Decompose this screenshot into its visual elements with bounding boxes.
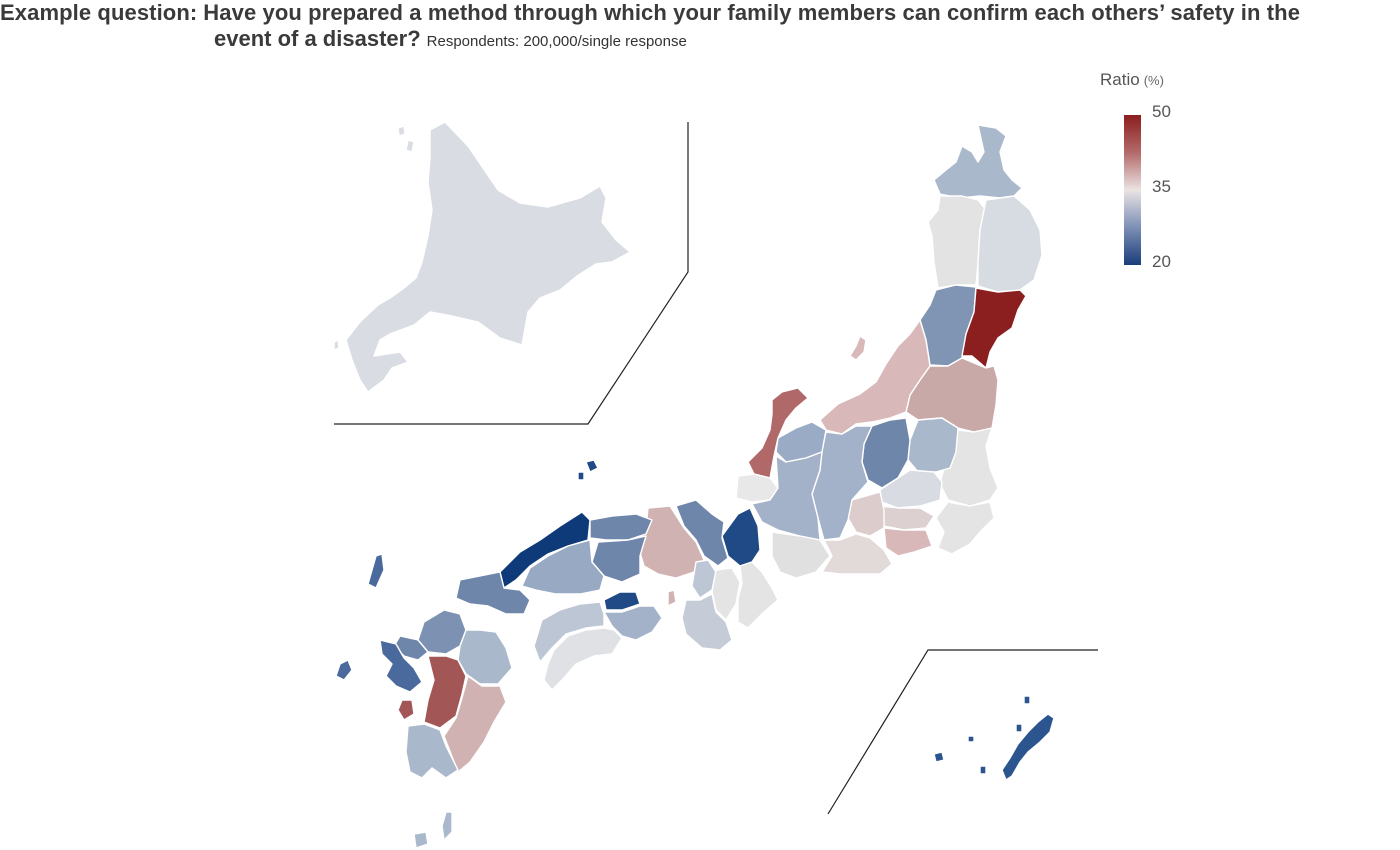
legend-tick-mid: 35 (1152, 177, 1171, 196)
region-kanagawa (883, 527, 933, 557)
region-ishikawa (747, 387, 809, 479)
region-yamanashi (847, 491, 885, 537)
okinawa-inset-border (827, 649, 1098, 815)
title-question-part2: event of a disaster? (214, 26, 421, 51)
region-hokkaido-islet-rishiri (397, 125, 406, 137)
title-line-1: Example question: Have you prepared a met… (0, 0, 1300, 26)
region-okinawa-islet-4 (967, 735, 975, 743)
region-okinawa-islet-3 (933, 751, 945, 763)
region-wakayama (681, 593, 733, 651)
region-ehime (533, 601, 605, 663)
region-okinawa-islet-5 (979, 765, 987, 775)
region-akita (927, 195, 987, 289)
region-miyazaki (443, 675, 507, 773)
region-awaji-island (667, 589, 677, 607)
region-iwate (977, 195, 1043, 293)
region-hokkaido (345, 121, 631, 393)
legend-tick-min: 20 (1152, 252, 1171, 271)
region-yakushima (413, 831, 429, 849)
region-miyagi (961, 287, 1027, 369)
region-goto-islands (335, 659, 353, 681)
region-kagawa (603, 591, 641, 611)
region-hokkaido-islet-rebun (405, 139, 415, 153)
region-hiroshima (521, 539, 605, 595)
title-question-part1: Have you prepared a method through which… (203, 0, 1301, 25)
respondents-note: Respondents: 200,000/single response (426, 33, 687, 50)
region-kochi (543, 627, 623, 691)
region-chiba (935, 501, 995, 555)
region-tokushima (603, 605, 663, 641)
region-tsushima (367, 553, 385, 589)
region-nagasaki (379, 639, 423, 693)
region-tanegashima (441, 811, 453, 841)
region-tochigi (907, 417, 959, 473)
region-oki-island-a (585, 459, 599, 473)
color-legend: Ratio (%) 50 35 20 (1098, 70, 1198, 271)
region-shizuoka (821, 533, 893, 575)
region-tokyo (879, 505, 935, 531)
region-saitama (879, 469, 943, 509)
region-kyoto (675, 499, 729, 567)
region-okinawa (1001, 713, 1055, 781)
legend-color-bar (1124, 115, 1141, 265)
legend-unit: (%) (1143, 73, 1164, 88)
region-amakusa (397, 699, 415, 721)
region-fukuoka (417, 609, 467, 655)
region-okinawa-islet-1 (1023, 695, 1031, 705)
region-okinawa-islet-2 (1015, 723, 1023, 733)
region-sado-island (849, 335, 867, 361)
region-aomori (933, 124, 1023, 199)
legend-title-text: Ratio (1100, 70, 1140, 89)
legend-tick-max: 50 (1152, 102, 1171, 121)
title-prefix: Example question: (0, 0, 198, 25)
region-aichi (771, 531, 831, 579)
region-tottori (589, 513, 653, 541)
region-oita (457, 629, 513, 685)
region-kagoshima (405, 723, 459, 779)
region-hokkaido-islet-okushiri (333, 339, 340, 351)
region-mie (737, 561, 779, 629)
region-oki-island-b (577, 471, 585, 481)
region-yamaguchi (455, 571, 531, 615)
hokkaido-inset-border (334, 122, 689, 425)
title-line-2: event of a disaster? Respondents: 200,000… (214, 26, 687, 52)
legend-title: Ratio (%) (1100, 70, 1164, 90)
